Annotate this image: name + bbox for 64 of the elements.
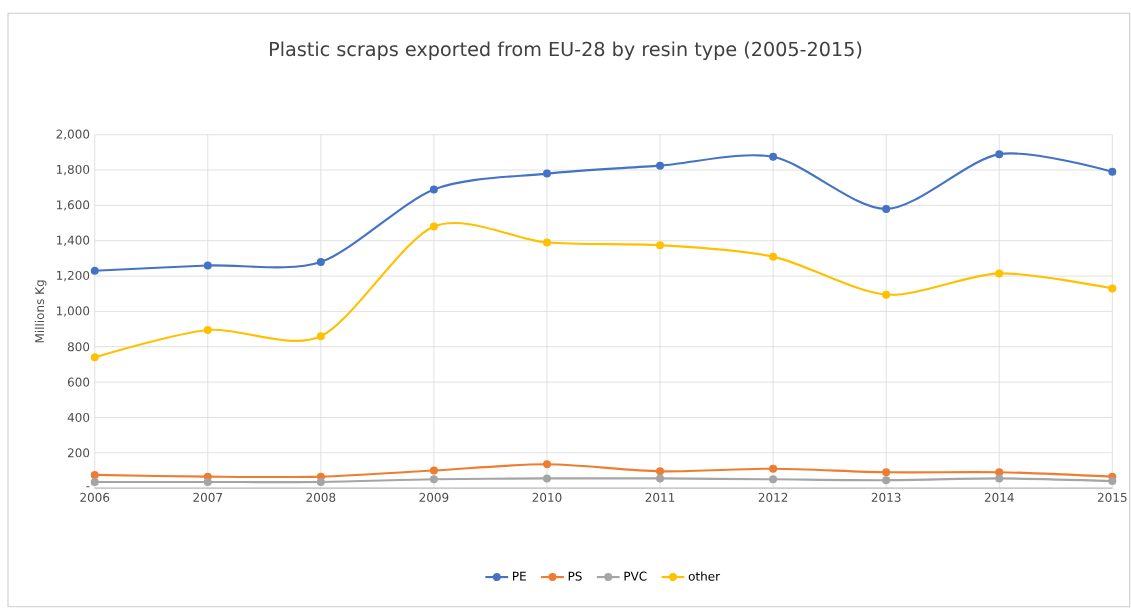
chart-title: Plastic scraps exported from EU-28 by resin type (2005-2015) bbox=[270, 41, 862, 60]
point bbox=[769, 475, 778, 484]
legend-label: PS bbox=[568, 571, 582, 581]
y-tick-label: 1,800 bbox=[56, 164, 90, 176]
point bbox=[203, 261, 212, 270]
x-tick-label: 2008 bbox=[306, 492, 336, 502]
y-tick-label: 400 bbox=[67, 412, 90, 422]
point bbox=[1108, 167, 1117, 176]
y-tick-label: 200 bbox=[67, 448, 90, 458]
point bbox=[542, 460, 551, 469]
point bbox=[90, 266, 99, 275]
y-tick-label: 1,000 bbox=[56, 306, 90, 317]
x-tick-label: 2006 bbox=[80, 492, 110, 502]
point bbox=[90, 470, 99, 479]
point bbox=[90, 477, 99, 486]
y-tick-label: 1,600 bbox=[56, 200, 90, 211]
y-tick-label: 1,400 bbox=[56, 235, 90, 246]
point bbox=[316, 332, 325, 341]
point bbox=[1108, 284, 1117, 293]
point bbox=[656, 161, 665, 170]
point bbox=[203, 477, 212, 486]
point bbox=[1108, 476, 1117, 485]
point bbox=[542, 238, 551, 247]
y-axis-title: Millions Kg bbox=[34, 280, 47, 343]
x-tick-label: 2011 bbox=[645, 492, 675, 502]
x-tick-label: 2012 bbox=[758, 492, 788, 502]
point bbox=[656, 474, 665, 483]
legend-label: PE bbox=[513, 571, 526, 581]
point bbox=[656, 241, 665, 250]
point bbox=[429, 475, 438, 484]
point bbox=[429, 466, 438, 475]
x-tick-label: 2009 bbox=[419, 492, 449, 502]
x-tick-label: 2013 bbox=[871, 492, 901, 502]
point bbox=[316, 257, 325, 266]
point bbox=[769, 252, 778, 261]
y-tick-label: - bbox=[86, 486, 90, 488]
point bbox=[769, 152, 778, 161]
y-tick-label: 2,000 bbox=[56, 129, 90, 140]
point bbox=[203, 325, 212, 334]
point bbox=[542, 169, 551, 178]
point bbox=[429, 185, 438, 194]
y-tick-label: 800 bbox=[67, 342, 90, 352]
point bbox=[995, 269, 1004, 278]
x-tick-label: 2010 bbox=[532, 492, 562, 502]
point bbox=[542, 474, 551, 483]
legend-label: PVC bbox=[624, 571, 647, 581]
point bbox=[656, 467, 665, 476]
point bbox=[429, 222, 438, 231]
y-tick-label: 600 bbox=[67, 377, 90, 387]
x-tick-label: 2015 bbox=[1097, 492, 1127, 502]
point bbox=[995, 150, 1004, 159]
point bbox=[882, 204, 891, 213]
point bbox=[995, 468, 1004, 477]
point bbox=[769, 464, 778, 473]
legend-label: other bbox=[688, 571, 721, 581]
point bbox=[90, 353, 99, 362]
y-tick-label: 1,200 bbox=[56, 270, 90, 282]
x-tick-label: 2007 bbox=[193, 492, 223, 502]
point bbox=[882, 476, 891, 485]
point bbox=[316, 477, 325, 486]
point bbox=[882, 468, 891, 477]
point bbox=[995, 474, 1004, 483]
x-tick-label: 2014 bbox=[984, 492, 1014, 502]
point bbox=[882, 290, 891, 299]
